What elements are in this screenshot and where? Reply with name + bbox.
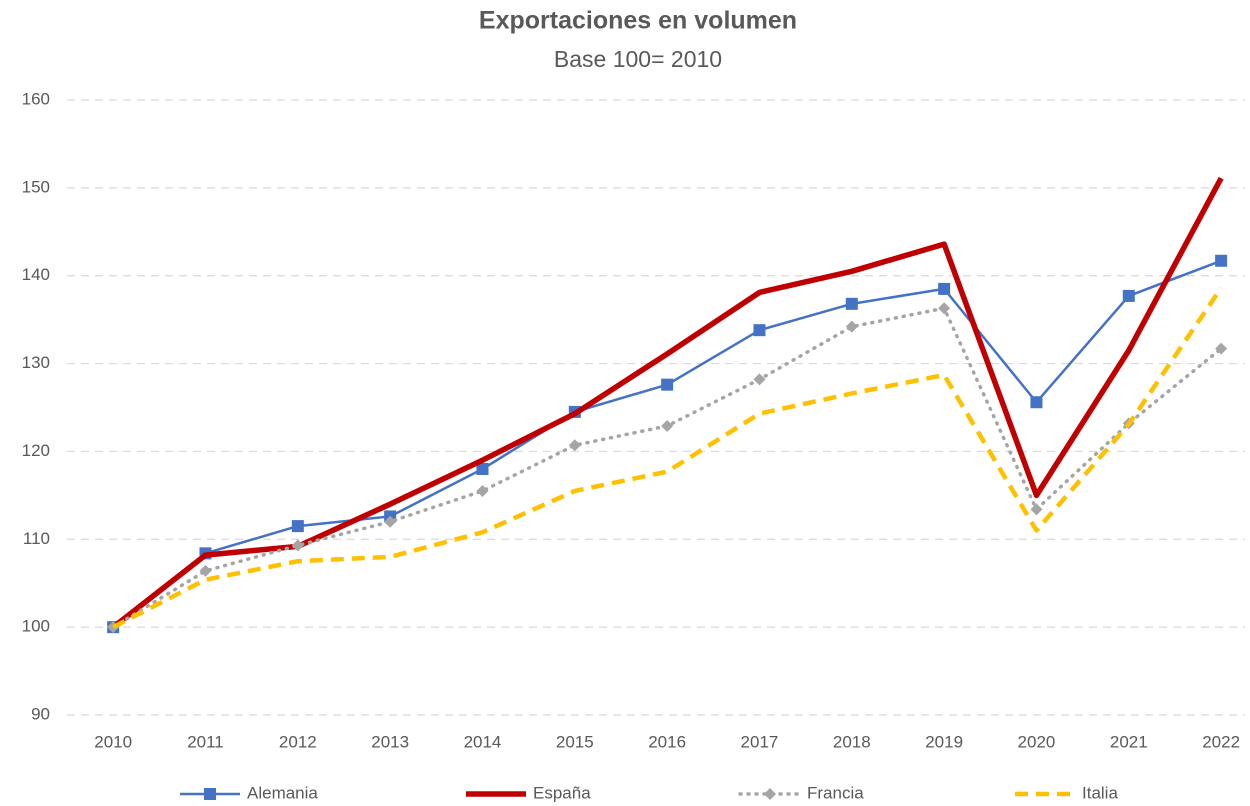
legend-marker — [204, 788, 216, 800]
legend-label: España — [533, 783, 591, 802]
chart-subtitle: Base 100= 2010 — [554, 46, 722, 72]
y-tick-label: 110 — [23, 529, 50, 548]
x-tick-label: 2014 — [464, 732, 502, 751]
data-point — [384, 515, 397, 528]
series-line — [112, 286, 1223, 630]
x-tick-label: 2022 — [1202, 732, 1240, 751]
y-tick-label: 90 — [31, 704, 50, 723]
data-point — [845, 320, 858, 333]
x-tick-label: 2017 — [741, 732, 779, 751]
data-point — [1215, 254, 1228, 267]
data-point — [291, 520, 304, 533]
data-point — [1215, 342, 1228, 355]
data-point — [938, 282, 951, 295]
y-tick-label: 100 — [22, 617, 50, 636]
legend-label: Italia — [1082, 783, 1118, 802]
x-tick-label: 2018 — [833, 732, 871, 751]
data-point — [1030, 503, 1043, 516]
legend-label: Francia — [807, 783, 864, 802]
data-point — [199, 564, 212, 577]
series-line — [111, 176, 1224, 630]
y-tick-label: 150 — [22, 177, 50, 196]
data-point — [476, 484, 489, 497]
data-point — [661, 419, 674, 432]
data-point — [1030, 396, 1043, 409]
data-point — [1122, 289, 1135, 302]
chart-title: Exportaciones en volumen — [479, 7, 797, 35]
data-point — [661, 378, 674, 391]
data-point — [753, 373, 766, 386]
y-tick-label: 140 — [22, 265, 50, 284]
x-tick-label: 2010 — [94, 732, 132, 751]
x-tick-label: 2013 — [371, 732, 409, 751]
y-tick-label: 160 — [22, 89, 50, 108]
data-point — [568, 439, 581, 452]
legend-label: Alemania — [247, 783, 318, 802]
x-tick-label: 2021 — [1110, 732, 1148, 751]
x-tick-label: 2015 — [556, 732, 594, 751]
y-tick-label: 130 — [22, 353, 50, 372]
series-line — [112, 259, 1222, 629]
x-tick-label: 2012 — [279, 732, 317, 751]
data-point — [845, 297, 858, 310]
x-tick-label: 2019 — [925, 732, 963, 751]
legend-marker — [764, 788, 776, 800]
data-point — [476, 463, 489, 475]
x-tick-label: 2011 — [187, 732, 224, 751]
x-tick-label: 2020 — [1018, 732, 1056, 751]
data-point — [753, 324, 766, 337]
data-point — [291, 539, 304, 552]
x-tick-label: 2016 — [648, 732, 686, 751]
y-tick-label: 120 — [22, 441, 50, 460]
data-point — [938, 302, 951, 315]
